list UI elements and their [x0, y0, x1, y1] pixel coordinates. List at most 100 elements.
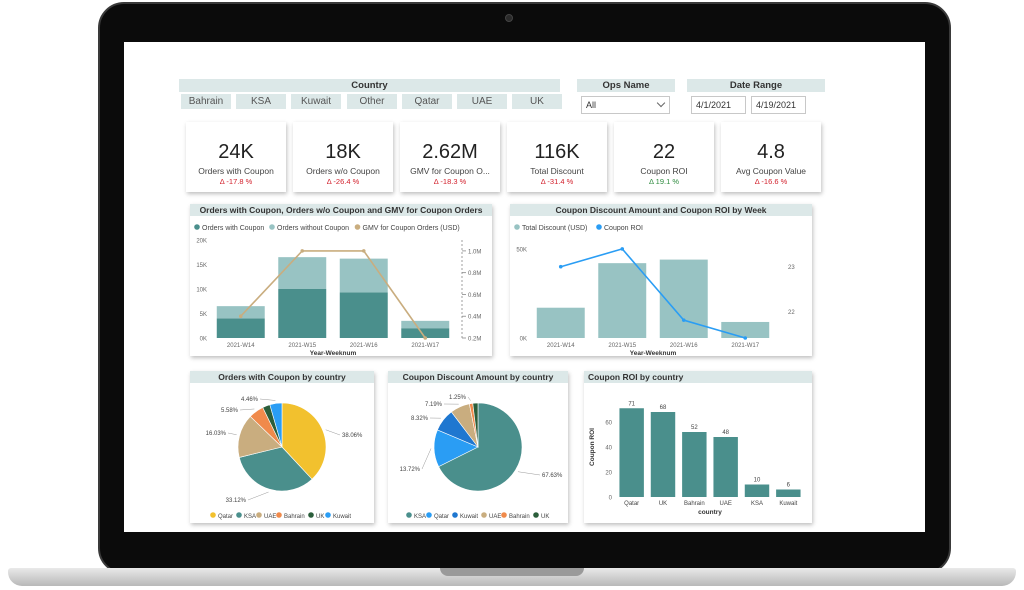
legend-label: UAE — [489, 514, 501, 520]
kpi-label: Coupon ROI — [640, 166, 688, 176]
kpi-change: Δ -17.8 % — [219, 177, 253, 186]
country-button-ksa[interactable]: KSA — [236, 94, 286, 109]
line-point — [743, 336, 748, 340]
legend-marker — [501, 512, 507, 518]
data-label: 10 — [754, 478, 761, 484]
data-label: 68 — [660, 405, 667, 411]
panel-title: Coupon Discount Amount by country — [388, 371, 568, 383]
y2-tick-label: 0.6M — [468, 293, 481, 299]
x-tick-label: 2021-W16 — [350, 343, 378, 349]
legend-marker — [452, 512, 458, 518]
panel-title: Orders with Coupon by country — [190, 371, 374, 383]
line-point — [238, 314, 243, 319]
legend-marker — [426, 512, 432, 518]
legend-label: Total Discount (USD) — [522, 225, 587, 232]
y-tick-label: 50K — [516, 247, 527, 253]
line-point — [681, 318, 686, 322]
x-tick-label: Bahrain — [684, 501, 705, 507]
country-button-qatar[interactable]: Qatar — [402, 94, 452, 109]
kpi-label: Avg Coupon Value — [735, 166, 807, 176]
x-tick-label: 2021-W14 — [547, 343, 575, 349]
country-button-kuwait[interactable]: Kuwait — [291, 94, 341, 109]
ops-name-dropdown[interactable]: All — [581, 96, 670, 114]
y2-tick-label: 0.8M — [468, 271, 481, 277]
legend-marker — [210, 512, 216, 518]
legend-marker — [514, 224, 520, 230]
y-tick-label: 40 — [605, 446, 612, 452]
y-tick-label: 5K — [200, 312, 207, 318]
kpi-change: Δ 19.1 % — [648, 177, 680, 186]
legend-label: KSA — [244, 514, 256, 520]
legend-marker — [354, 224, 361, 230]
bar — [659, 259, 708, 338]
kpi-value: 22 — [652, 141, 676, 163]
kpi-change: Δ -26.4 % — [326, 177, 360, 186]
bar — [713, 437, 738, 497]
webcam-icon — [505, 14, 513, 22]
x-tick-label: 2021-W16 — [670, 343, 698, 349]
orders-gmv-chart: Orders with Coupon Orders without Coupon G… — [194, 224, 481, 356]
legend-marker — [276, 512, 282, 518]
y2-tick-label: 0.2M — [468, 337, 481, 343]
date-range-title: Date Range — [687, 79, 825, 92]
country-slicer-title: Country — [179, 79, 560, 92]
x-axis-title: Year-Weeknum — [630, 350, 677, 356]
line-point — [300, 249, 305, 253]
data-label-leader — [247, 491, 269, 501]
kpi-label: Total Discount — [530, 166, 584, 176]
legend-marker — [481, 512, 487, 518]
orders-by-country-pie: 38.06% 33.12% 16.03% 5.58%4.46% Qatar KSA UAE B… — [206, 397, 363, 520]
kpi-value: 2.62M — [422, 141, 478, 163]
date-from-input[interactable]: 4/1/2021 — [691, 96, 746, 114]
y2-tick-label: 0.4M — [468, 315, 481, 321]
legend-marker — [269, 224, 275, 230]
legend-marker — [406, 512, 412, 518]
dashboard-screen: Country Bahrain KSA Kuwait Other Qatar UAE UK … — [124, 42, 925, 532]
kpi-change: Δ -18.3 % — [433, 177, 467, 186]
country-button-uk[interactable]: UK — [512, 94, 562, 109]
roi-by-country-panel: Coupon ROI by country 60 40 20 0 Coupon ROI 7… — [584, 371, 812, 523]
bar — [278, 257, 327, 289]
country-button-uae[interactable]: UAE — [457, 94, 507, 109]
kpi-value: 18K — [325, 141, 361, 163]
bar — [598, 263, 647, 338]
legend-label: Coupon ROI — [604, 225, 643, 232]
data-label: 52 — [691, 425, 698, 431]
data-label-leader — [259, 398, 276, 401]
x-tick-label: UK — [659, 501, 667, 507]
data-label: 71 — [628, 401, 635, 407]
y-tick-label: 0K — [520, 337, 527, 343]
panel-title: Coupon ROI by country — [584, 371, 812, 383]
pie-slice — [438, 402, 523, 492]
bar — [216, 306, 265, 319]
country-button-bahrain[interactable]: Bahrain — [181, 94, 231, 109]
legend-label: Bahrain — [509, 514, 530, 520]
x-tick-label: Qatar — [624, 501, 639, 507]
pie-slice — [281, 402, 327, 480]
legend-marker — [325, 512, 331, 518]
legend-label: Orders without Coupon — [277, 225, 349, 232]
y-tick-label: 0 — [609, 496, 613, 502]
legend-label: KSA — [414, 514, 426, 520]
legend-marker — [596, 224, 602, 230]
data-label-leader — [517, 471, 541, 476]
data-label: 67.63% — [542, 473, 563, 479]
kpi-label: Orders w/o Coupon — [306, 166, 380, 176]
data-label-leader — [227, 432, 237, 435]
legend-label: UK — [541, 514, 549, 520]
pie-slice — [237, 416, 283, 458]
y-tick-label: 60 — [605, 421, 612, 427]
legend-marker — [256, 512, 262, 518]
ops-name-title: Ops Name — [577, 79, 675, 92]
series-line — [560, 247, 746, 339]
country-button-other[interactable]: Other — [347, 94, 397, 109]
chevron-down-icon — [656, 98, 666, 108]
date-to-input[interactable]: 4/19/2021 — [751, 96, 806, 114]
x-tick-label: 2021-W17 — [731, 343, 759, 349]
pie-slice — [238, 446, 313, 492]
orders-gmv-panel: Orders with Coupon, Orders w/o Coupon an… — [190, 204, 492, 356]
data-label-leader — [467, 396, 471, 401]
discount-roi-panel: Coupon Discount Amount and Coupon ROI by… — [510, 204, 812, 356]
x-tick-label: Kuwait — [779, 501, 797, 507]
bar — [682, 432, 707, 497]
